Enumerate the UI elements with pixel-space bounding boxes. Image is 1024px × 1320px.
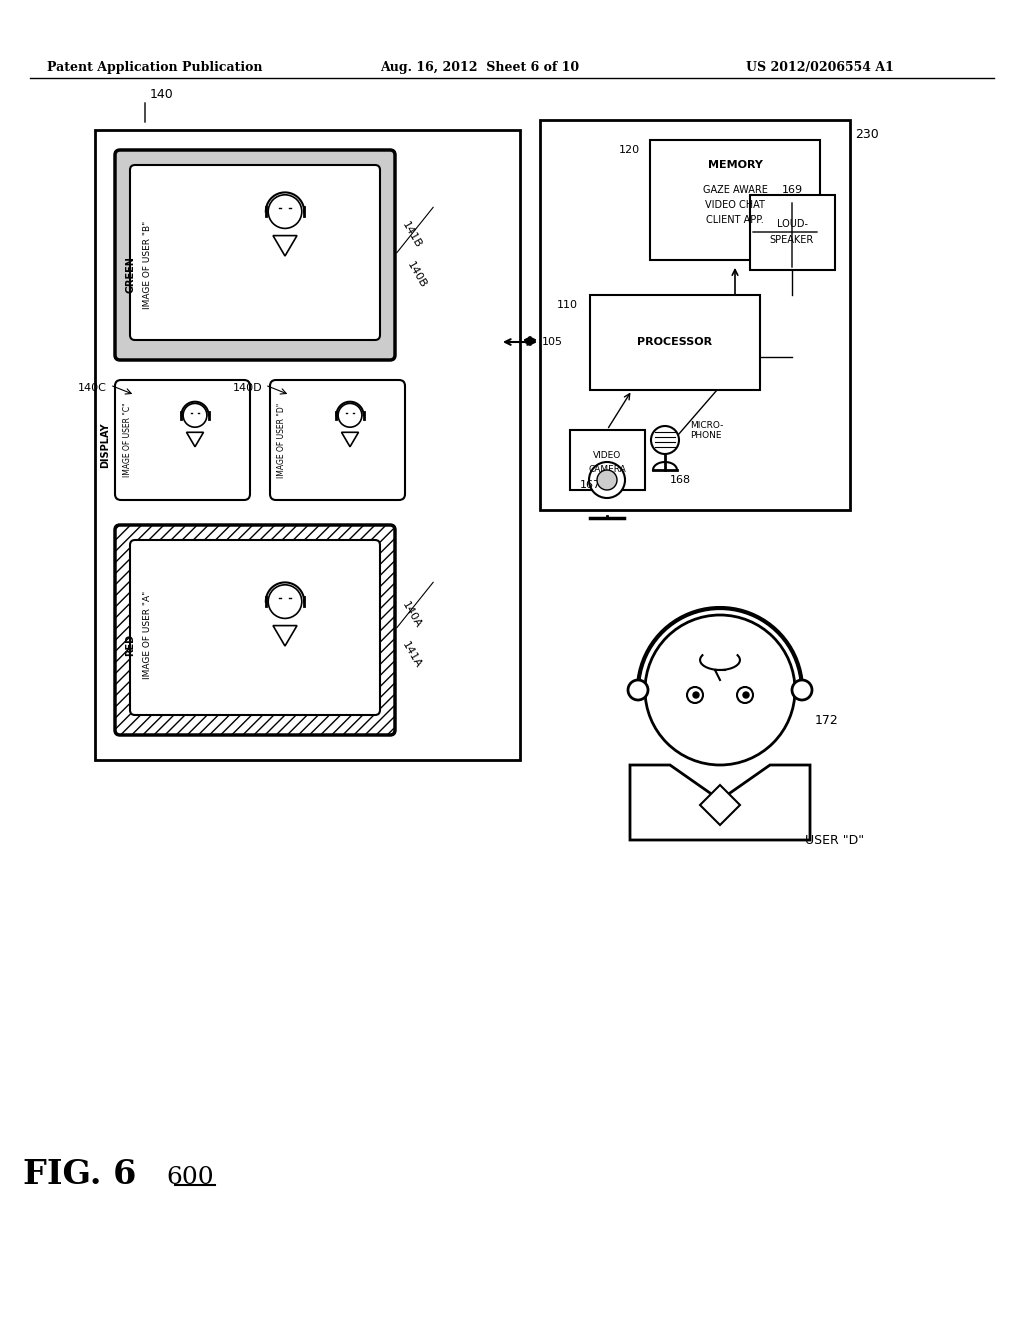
- Text: IMAGE OF USER "C": IMAGE OF USER "C": [123, 403, 131, 478]
- Text: 172: 172: [815, 714, 839, 726]
- Text: CAMERA: CAMERA: [588, 466, 626, 474]
- Text: 140: 140: [150, 88, 174, 102]
- Circle shape: [737, 686, 753, 704]
- Text: MEMORY: MEMORY: [708, 160, 763, 170]
- Circle shape: [597, 470, 617, 490]
- Text: 120: 120: [618, 145, 640, 154]
- Circle shape: [268, 585, 302, 618]
- FancyBboxPatch shape: [115, 380, 250, 500]
- Circle shape: [645, 615, 795, 766]
- Text: DISPLAY: DISPLAY: [100, 422, 110, 467]
- Circle shape: [792, 680, 812, 700]
- Polygon shape: [341, 433, 358, 446]
- Circle shape: [687, 686, 703, 704]
- Text: GAZE AWARE: GAZE AWARE: [702, 185, 767, 195]
- Circle shape: [743, 692, 749, 698]
- Text: Patent Application Publication: Patent Application Publication: [47, 62, 263, 74]
- Text: MICRO-: MICRO-: [690, 421, 723, 429]
- Polygon shape: [273, 235, 297, 256]
- Polygon shape: [273, 626, 297, 645]
- Bar: [650, 140, 820, 260]
- FancyBboxPatch shape: [270, 380, 406, 500]
- Text: 140C: 140C: [78, 383, 106, 393]
- Text: IMAGE OF USER "B": IMAGE OF USER "B": [143, 220, 153, 309]
- Text: 169: 169: [781, 185, 803, 195]
- Text: 600: 600: [166, 1167, 214, 1189]
- Bar: [540, 120, 850, 510]
- Text: 140B: 140B: [406, 260, 428, 290]
- Circle shape: [693, 692, 699, 698]
- Text: CLIENT APP.: CLIENT APP.: [707, 215, 764, 224]
- FancyBboxPatch shape: [130, 540, 380, 715]
- Text: Aug. 16, 2012  Sheet 6 of 10: Aug. 16, 2012 Sheet 6 of 10: [381, 62, 580, 74]
- Text: PROCESSOR: PROCESSOR: [637, 337, 713, 347]
- Bar: [95, 129, 520, 760]
- Text: 230: 230: [855, 128, 879, 141]
- Text: 167: 167: [580, 480, 600, 490]
- Text: GREEN: GREEN: [125, 256, 135, 293]
- Text: USER "D": USER "D": [805, 833, 864, 846]
- Text: PHONE: PHONE: [690, 430, 722, 440]
- Text: 140D: 140D: [232, 383, 262, 393]
- Polygon shape: [186, 433, 204, 446]
- Circle shape: [338, 404, 361, 428]
- Circle shape: [268, 195, 302, 228]
- Text: 110: 110: [557, 300, 578, 310]
- Text: 141B: 141B: [400, 220, 423, 249]
- Text: VIDEO CHAT: VIDEO CHAT: [706, 201, 765, 210]
- Text: 168: 168: [670, 475, 691, 484]
- Bar: [750, 195, 835, 271]
- Bar: [590, 294, 760, 389]
- FancyBboxPatch shape: [115, 525, 395, 735]
- Circle shape: [628, 680, 648, 700]
- Text: VIDEO: VIDEO: [593, 450, 622, 459]
- Circle shape: [183, 404, 207, 428]
- Text: 105: 105: [542, 337, 562, 347]
- Text: US 2012/0206554 A1: US 2012/0206554 A1: [746, 62, 894, 74]
- Bar: [570, 430, 645, 490]
- Polygon shape: [630, 766, 810, 840]
- Polygon shape: [700, 785, 740, 825]
- Text: 140A: 140A: [400, 601, 423, 630]
- Text: SPEAKER: SPEAKER: [770, 235, 814, 246]
- Text: 141A: 141A: [400, 640, 423, 671]
- FancyBboxPatch shape: [115, 150, 395, 360]
- Circle shape: [651, 426, 679, 454]
- Text: LOUD-: LOUD-: [776, 219, 808, 228]
- Text: FIG. 6: FIG. 6: [24, 1159, 136, 1192]
- Circle shape: [589, 462, 625, 498]
- Text: RED: RED: [125, 634, 135, 656]
- Text: IMAGE OF USER "A": IMAGE OF USER "A": [143, 591, 153, 678]
- Text: IMAGE OF USER "D": IMAGE OF USER "D": [278, 403, 287, 478]
- FancyBboxPatch shape: [130, 165, 380, 341]
